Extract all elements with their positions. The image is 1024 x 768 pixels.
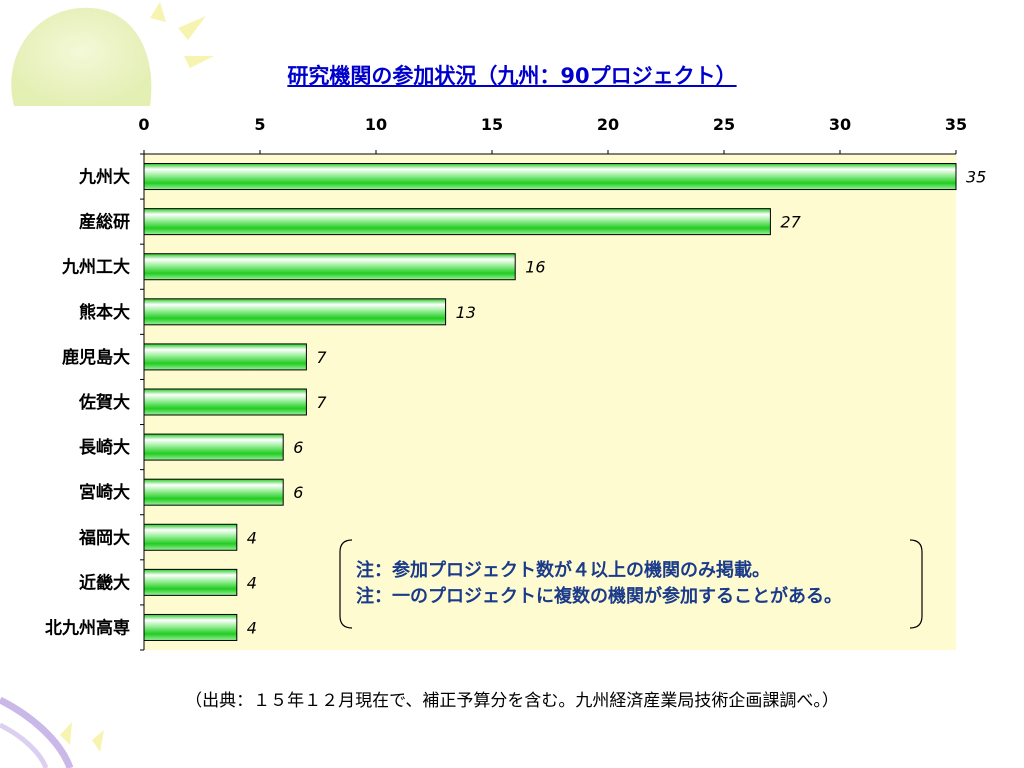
y-category-label: 近畿大 [79, 572, 130, 593]
y-category-label: 北九州高専 [45, 617, 130, 638]
bar [143, 388, 307, 416]
y-category-label: 佐賀大 [78, 392, 130, 413]
bar [143, 343, 307, 371]
sun-ray-shape [184, 56, 214, 68]
sun-ray-shape [178, 16, 206, 40]
bar [143, 433, 284, 461]
x-tick-label: 30 [829, 115, 851, 134]
bar [143, 568, 238, 596]
note-line: 注：参加プロジェクト数が４以上の機関のみ掲載。 [356, 560, 770, 581]
y-category-label: 長崎大 [79, 437, 130, 458]
sun-ray-shape [150, 2, 166, 22]
y-category-label: 鹿児島大 [62, 347, 130, 368]
x-tick-label: 10 [365, 115, 387, 134]
data-label: 35 [966, 168, 986, 187]
chart-title: 研究機関の参加状況（九州：90プロジェクト） [287, 64, 737, 88]
x-tick-label: 5 [254, 115, 265, 134]
y-category-label: 九州工大 [61, 257, 130, 278]
bar [143, 253, 516, 281]
data-label: 4 [247, 618, 257, 637]
x-tick-label: 0 [138, 115, 149, 134]
y-category-label: 福岡大 [78, 527, 130, 548]
data-label: 13 [456, 303, 476, 322]
x-tick-label: 25 [713, 115, 735, 134]
y-category-label: 熊本大 [79, 302, 130, 323]
purple-swirl-shape [0, 696, 74, 768]
note-line: 注：一のプロジェクトに複数の機関が参加することがある。 [356, 586, 842, 607]
bar [143, 523, 238, 551]
bar [143, 163, 957, 191]
x-tick-label: 20 [597, 115, 619, 134]
green-blob-shape [11, 7, 152, 107]
data-label: 7 [316, 393, 327, 412]
data-label: 27 [780, 213, 801, 232]
data-label: 16 [525, 258, 545, 277]
x-tick-label: 15 [481, 115, 503, 134]
notes-box: 注：参加プロジェクト数が４以上の機関のみ掲載。 注：一のプロジェクトに複数の機関… [356, 558, 842, 610]
x-tick-label: 35 [945, 115, 967, 134]
bar [143, 298, 447, 326]
data-label: 6 [293, 438, 303, 457]
note-bracket-right [909, 539, 923, 629]
bar [143, 208, 771, 236]
purple-swirl-shape [0, 722, 49, 768]
y-category-label: 宮崎大 [79, 482, 130, 503]
data-label: 6 [293, 483, 303, 502]
bar [143, 478, 284, 506]
bar [143, 613, 238, 641]
data-label: 4 [247, 528, 257, 547]
sun-ray-shape [60, 722, 72, 745]
source-note: （出典：１５年１２月現在で、補正予算分を含む。九州経済産業局技術企画課調べ。） [185, 691, 839, 711]
note-bracket-left [339, 539, 353, 629]
y-category-label: 九州大 [78, 167, 130, 188]
data-label: 7 [316, 348, 327, 367]
sun-ray-shape [92, 730, 104, 752]
y-category-label: 産総研 [79, 212, 130, 233]
data-label: 4 [247, 573, 257, 592]
